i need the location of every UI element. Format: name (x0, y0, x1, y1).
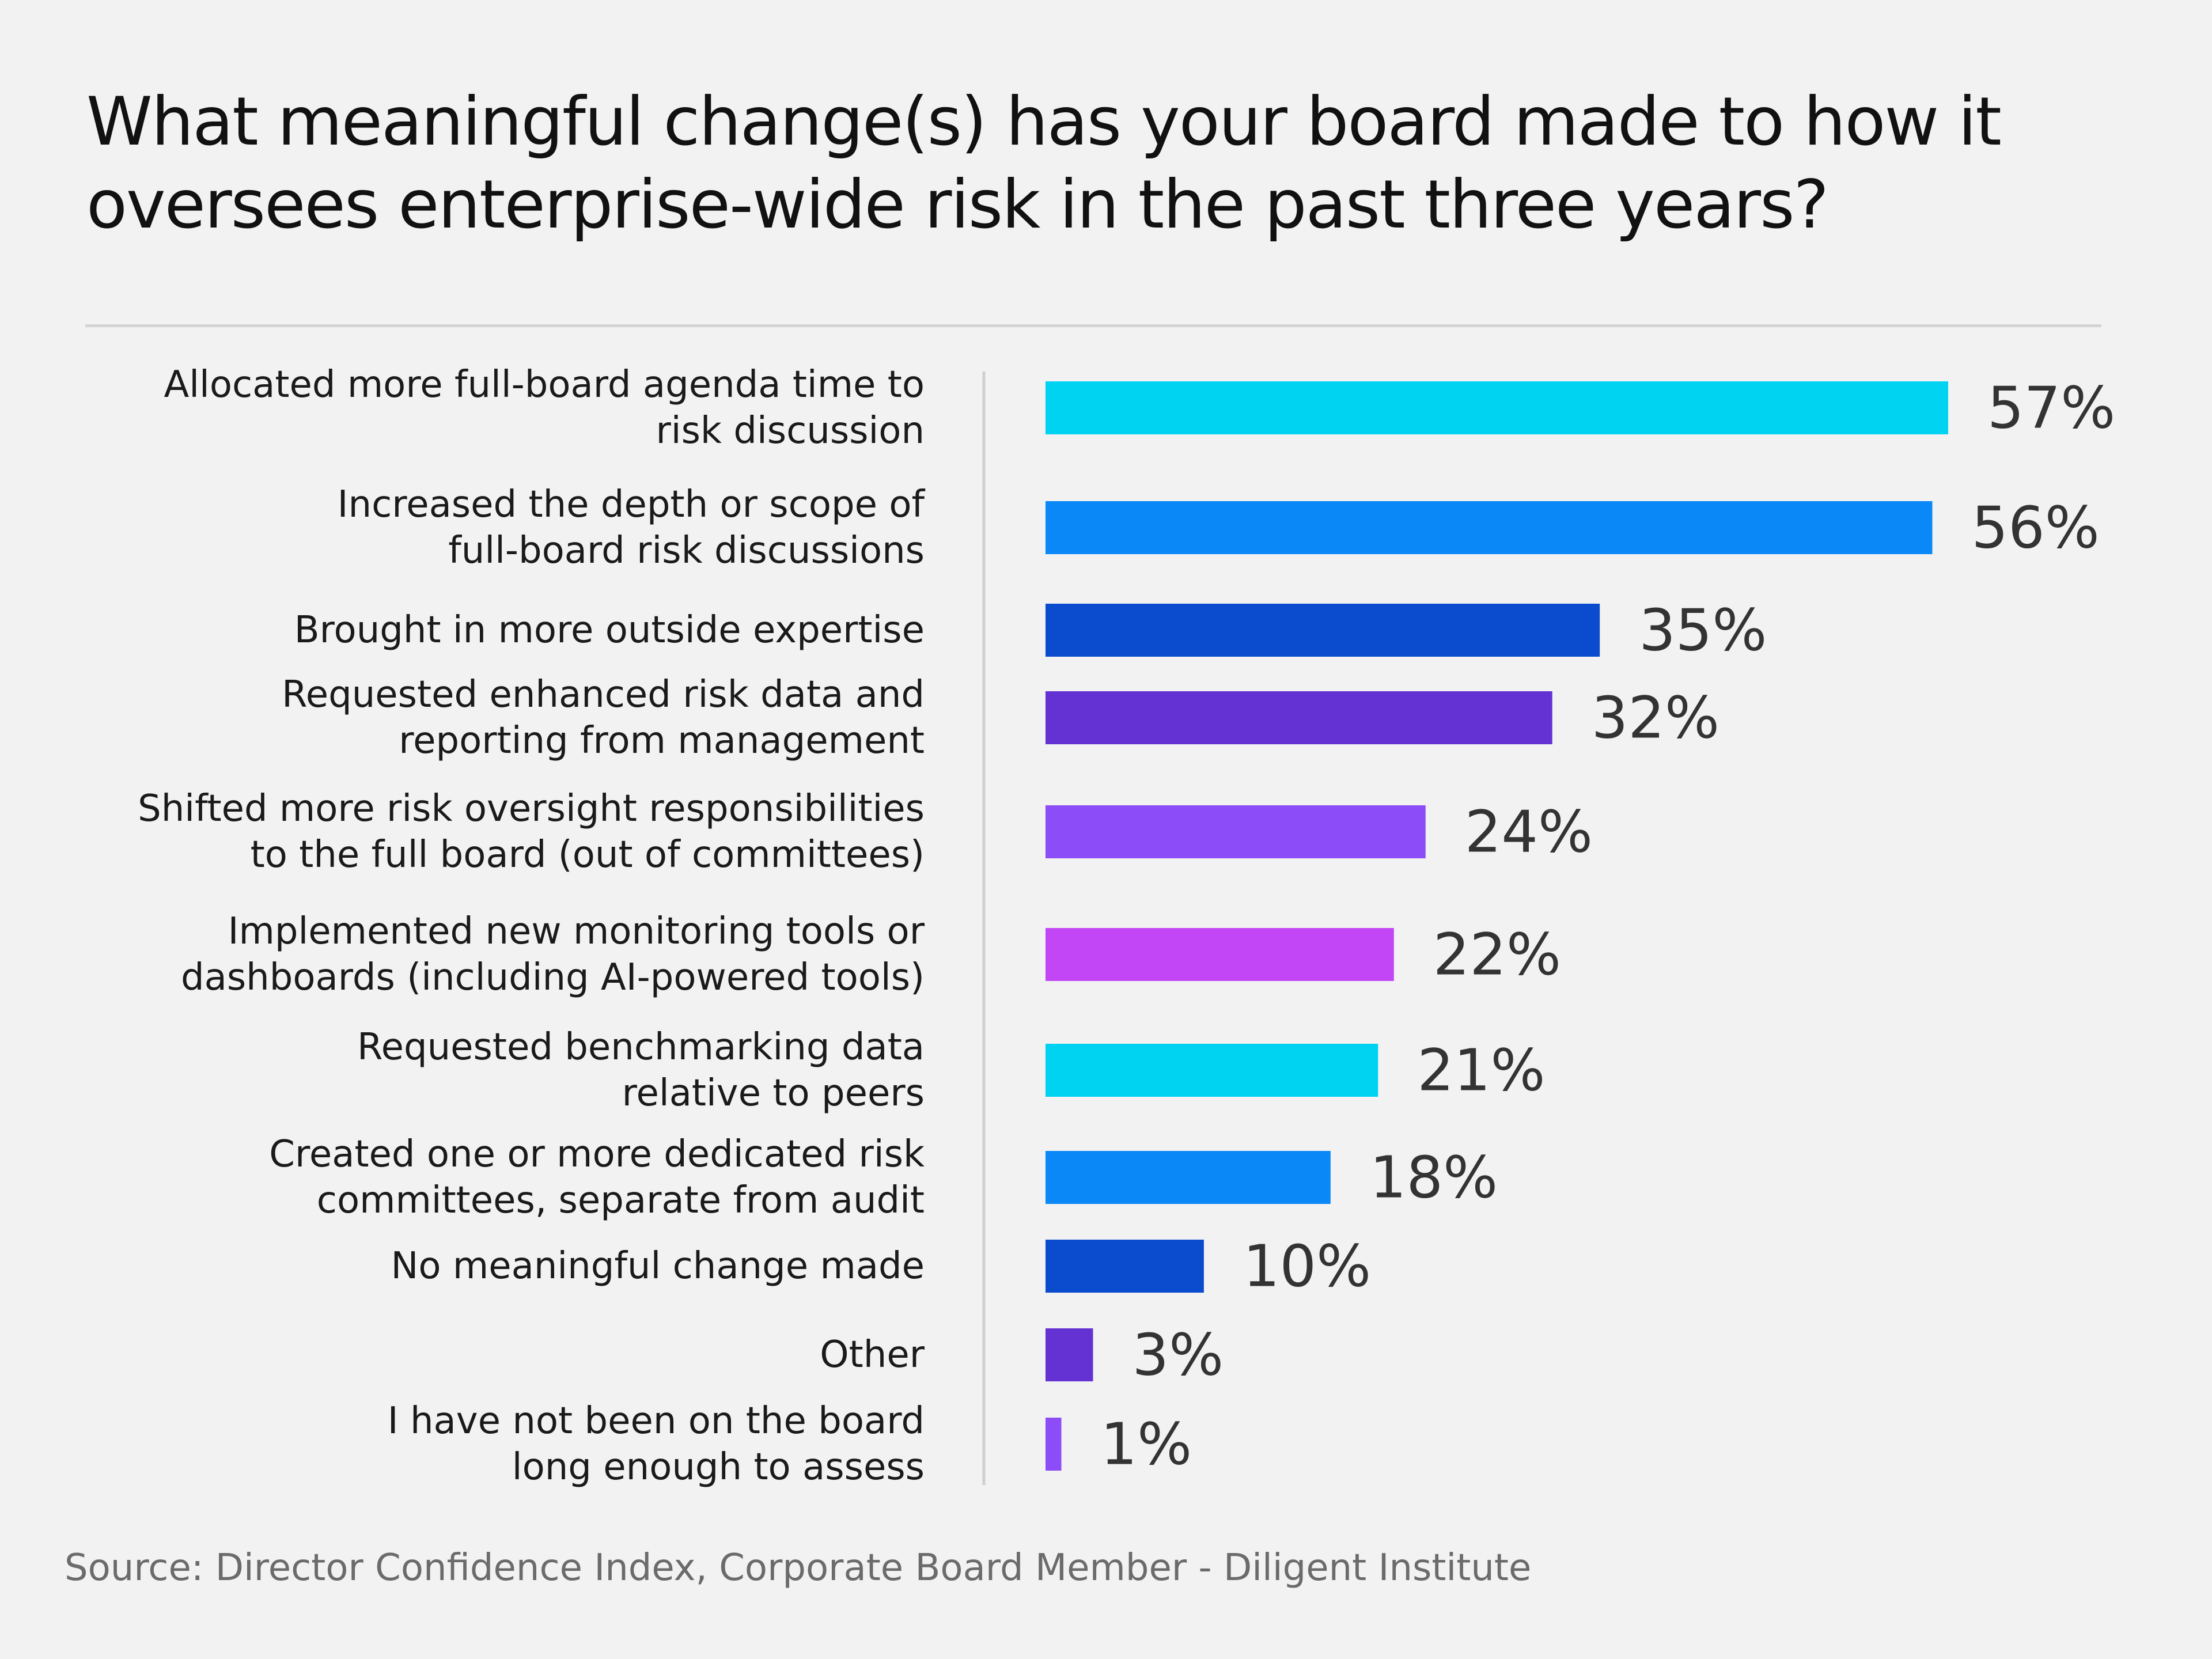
category-label-line: No meaningful change made (391, 1245, 925, 1287)
category-label: Requested enhanced risk data and reportin… (282, 673, 925, 762)
bar (1046, 1044, 1378, 1097)
data-label: 35% (1639, 597, 1767, 664)
data-label: 18% (1370, 1144, 1498, 1211)
category-label: Requested benchmarking data relative to p… (357, 1026, 925, 1115)
data-label: 3% (1132, 1321, 1224, 1389)
data-labels: 57% 56% 35% 32% 24% 22% 21% 18% 10% 3% 1% (1100, 374, 2115, 1478)
category-label-line: long enough to assess (512, 1446, 925, 1488)
bar (1046, 1151, 1331, 1204)
category-label: Implemented new monitoring tools or dashb… (181, 910, 925, 999)
data-label: 1% (1100, 1411, 1192, 1478)
category-label-line: Requested benchmarking data (357, 1026, 925, 1069)
bar (1046, 928, 1394, 981)
category-label: Shifted more risk oversight responsibili… (138, 787, 925, 876)
bar (1046, 1240, 1204, 1293)
category-label: I have not been on the board long enough … (388, 1400, 925, 1488)
bar (1046, 501, 1933, 554)
category-label-line: reporting from management (399, 719, 925, 762)
category-label-line: to the full board (out of committees) (251, 834, 925, 876)
data-label: 56% (1972, 494, 2100, 562)
category-label-line: full-board risk discussions (448, 529, 925, 572)
category-label: Brought in more outside expertise (294, 609, 925, 652)
category-label-line: Increased the depth or scope of (338, 483, 926, 526)
chart-title: What meaningful change(s) has your board… (86, 83, 2002, 244)
category-label-line: Allocated more full-board agenda time to (164, 363, 925, 406)
category-label: Created one or more dedicated risk commit… (269, 1133, 925, 1222)
data-label: 22% (1433, 921, 1561, 988)
category-label-line: committees, separate from audit (317, 1179, 925, 1222)
category-label: No meaningful change made (391, 1245, 925, 1287)
source-note: Source: Director Confidence Index, Corpo… (65, 1547, 1532, 1589)
bars (1046, 381, 1948, 1471)
bar (1046, 381, 1948, 434)
category-label-line: relative to peers (622, 1072, 925, 1115)
bar (1046, 604, 1600, 657)
bar (1046, 1328, 1093, 1381)
category-label-line: Shifted more risk oversight responsibili… (138, 787, 925, 830)
bar (1046, 805, 1426, 858)
data-label: 32% (1592, 684, 1719, 752)
category-label-line: Brought in more outside expertise (294, 609, 925, 652)
category-label-line: Implemented new monitoring tools or (228, 910, 925, 953)
data-label: 24% (1465, 798, 1593, 866)
category-label-line: I have not been on the board (388, 1400, 925, 1442)
category-label-line: risk discussion (656, 410, 925, 452)
category-label: Other (820, 1334, 925, 1376)
category-label: Increased the depth or scope of full-boar… (338, 483, 926, 572)
data-label: 10% (1243, 1233, 1371, 1300)
title-divider (85, 324, 2101, 327)
category-label-line: dashboards (including AI-powered tools) (181, 956, 925, 999)
bar (1046, 1418, 1062, 1471)
category-labels: Allocated more full-board agenda time to… (138, 363, 925, 1488)
category-label-line: Other (820, 1334, 925, 1376)
data-label: 21% (1417, 1037, 1545, 1104)
category-label-line: Created one or more dedicated risk (269, 1133, 925, 1176)
bar (1046, 691, 1552, 744)
category-label-line: Requested enhanced risk data and (282, 673, 925, 716)
category-label: Allocated more full-board agenda time to… (164, 363, 925, 452)
data-label: 57% (1987, 374, 2115, 442)
